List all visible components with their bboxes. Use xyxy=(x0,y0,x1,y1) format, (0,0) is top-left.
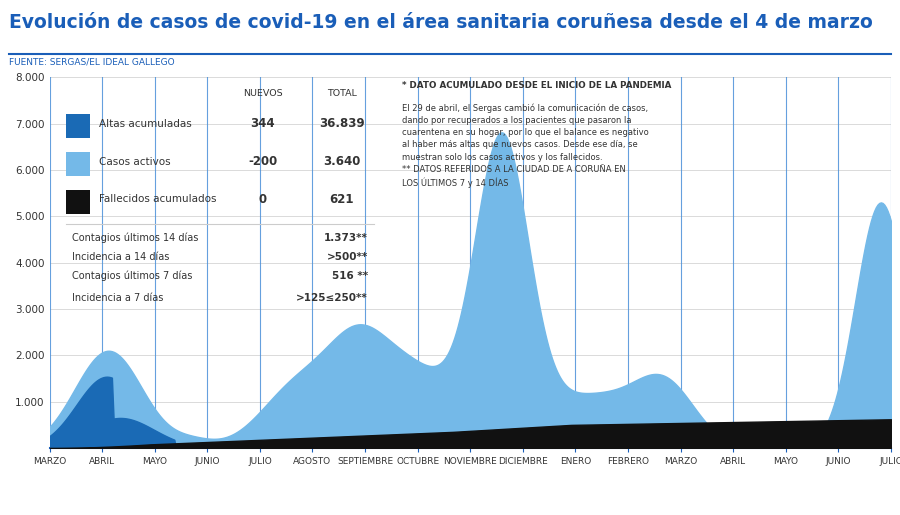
Text: Contagios últimos 7 días: Contagios últimos 7 días xyxy=(72,271,193,281)
Text: TOTAL: TOTAL xyxy=(327,89,356,98)
Text: Contagios últimos 14 días: Contagios últimos 14 días xyxy=(72,233,199,243)
Text: Fallecidos acumulados: Fallecidos acumulados xyxy=(98,195,216,204)
Text: 36.839: 36.839 xyxy=(319,117,364,130)
Text: 344: 344 xyxy=(250,117,275,130)
Text: Casos activos: Casos activos xyxy=(98,157,170,166)
Text: FUENTE: SERGAS/EL IDEAL GALLEGO: FUENTE: SERGAS/EL IDEAL GALLEGO xyxy=(9,58,175,66)
Text: -200: -200 xyxy=(248,155,277,168)
Text: 621: 621 xyxy=(329,193,354,206)
Text: >500**: >500** xyxy=(327,252,368,262)
Bar xyxy=(66,114,90,138)
Text: 516 **: 516 ** xyxy=(332,271,368,281)
Text: Evolución de casos de covid-19 en el área sanitaria coruñesa desde el 4 de marzo: Evolución de casos de covid-19 en el áre… xyxy=(9,13,873,32)
Text: Incidencia a 7 días: Incidencia a 7 días xyxy=(72,293,164,302)
Text: NUEVOS: NUEVOS xyxy=(243,89,283,98)
Text: 1.373**: 1.373** xyxy=(324,233,368,243)
Text: 3.640: 3.640 xyxy=(323,155,360,168)
Text: Incidencia a 14 días: Incidencia a 14 días xyxy=(72,252,169,262)
Text: 0: 0 xyxy=(258,193,266,206)
Bar xyxy=(66,190,90,214)
Text: * DATO ACUMULADO DESDE EL INICIO DE LA PANDEMIA: * DATO ACUMULADO DESDE EL INICIO DE LA P… xyxy=(402,81,671,90)
Bar xyxy=(66,152,90,176)
Text: Altas acumuladas: Altas acumuladas xyxy=(98,118,192,129)
Text: El 29 de abril, el Sergas cambió la comunicación de casos,
dando por recuperados: El 29 de abril, el Sergas cambió la comu… xyxy=(402,104,649,188)
Text: >125≤250**: >125≤250** xyxy=(296,293,368,302)
